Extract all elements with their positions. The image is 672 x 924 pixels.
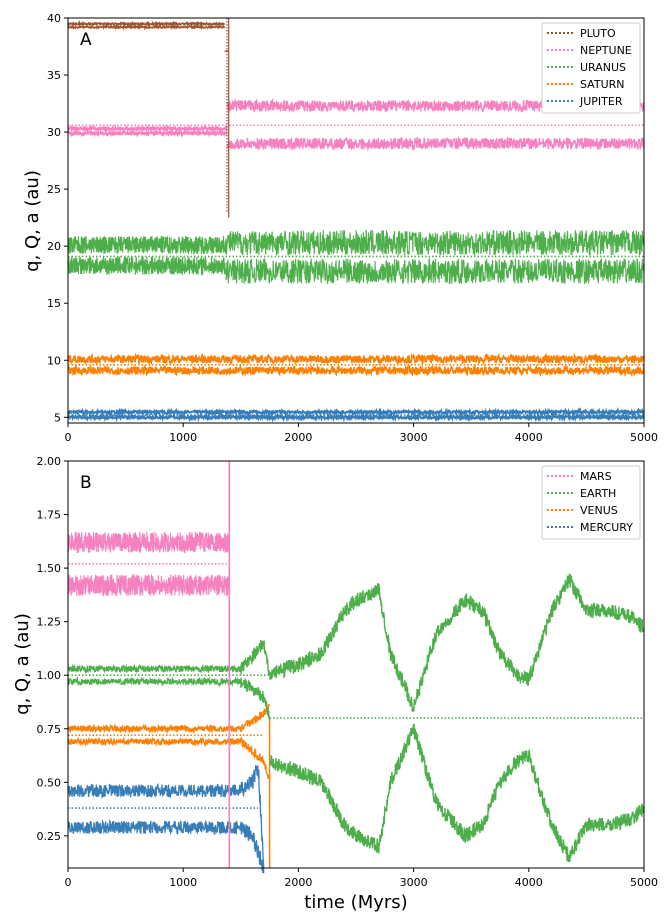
panel-a-ytick-label: 20 [47, 240, 61, 253]
panel-b-xtick-label: 1000 [169, 876, 197, 889]
uranus-late-Q-line [225, 229, 645, 256]
panel-b-xtick-label: 3000 [400, 876, 428, 889]
legend-label-saturn: SATURN [580, 78, 625, 91]
panel-b-legend: MARS EARTH VENUS MERCURY [541, 465, 641, 540]
legend-label-venus: VENUS [580, 504, 618, 517]
legend-label-neptune: NEPTUNE [580, 44, 632, 57]
earth-Q-line [67, 663, 242, 675]
panel-b-ytick-label: 1.50 [37, 562, 62, 575]
panel-b-frame [67, 460, 645, 869]
panel-a-ytick-label: 15 [47, 297, 61, 310]
panel-a-xtick-label: 1000 [169, 431, 197, 444]
legend-label-mercury: MERCURY [580, 521, 633, 534]
mercury-Q-line [67, 782, 242, 800]
saturn-Q-line [67, 352, 645, 366]
panel-b-xtick-label: 5000 [630, 876, 658, 889]
mars-Q-line [67, 531, 230, 554]
panel-b-xtick-label: 4000 [515, 876, 543, 889]
panel-a-ytick-label: 10 [47, 354, 61, 367]
panel-b-xlabel: time (Myrs) [304, 892, 407, 913]
venus-late-q-line [240, 736, 271, 780]
panel-a-legend: PLUTO NEPTUNE URANUS SATURN JUPITER [541, 22, 641, 114]
uranus-Q-line [67, 235, 227, 256]
panel-b-legend-box [541, 465, 641, 540]
panel-a-xtick-label: 3000 [400, 431, 428, 444]
neptune-q-line [67, 128, 228, 139]
panel-a-label: A [80, 30, 92, 50]
panel-a-xtick-label: 0 [65, 431, 72, 444]
panel-a-xtick-label: 2000 [284, 431, 312, 444]
legend-label-earth: EARTH [580, 487, 616, 500]
panel-b-xtick-label: 0 [65, 876, 72, 889]
panel-b: 0 1000 2000 3000 4000 5000 0.25 0.50 0.75 1.00 1.2… [12, 455, 658, 913]
venus-Q-line [67, 723, 242, 735]
earth-transition-q-line [240, 677, 271, 720]
mercury-q-line [67, 818, 242, 836]
panel-b-ylabel: q, Q, a (au) [12, 613, 33, 715]
panel-b-ytick-label: 1.25 [37, 616, 62, 629]
legend-label-pluto: PLUTO [580, 27, 616, 40]
panel-a-ytick-label: 25 [47, 183, 61, 196]
panel-b-ytick-label: 0.75 [37, 723, 62, 736]
panel-a-legend-box [541, 22, 641, 114]
uranus-late-q-line [225, 257, 645, 285]
mercury-late-Q-line [240, 764, 265, 869]
earth-late-q-line [268, 723, 645, 863]
panel-a-ylabel: q, Q, a (au) [22, 170, 43, 272]
legend-label-jupiter: JUPITER [579, 95, 623, 108]
panel-a-ytick-label: 40 [47, 12, 61, 25]
venus-q-line [67, 736, 242, 747]
uranus-q-line [67, 256, 227, 277]
panel-a-frame [67, 17, 645, 424]
saturn-q-line [67, 363, 645, 378]
panel-b-ytick-label: 1.00 [37, 669, 62, 682]
pluto-q-line [67, 23, 226, 31]
pluto-Q-line [67, 19, 225, 28]
venus-late-Q-line [240, 703, 271, 733]
jupiter-Q-line [67, 406, 645, 418]
panel-a-axes: 0 1000 2000 3000 4000 5000 5 10 15 20 25 30 35 40 [47, 12, 658, 444]
earth-q-line [67, 676, 242, 688]
panel-a-xtick-label: 5000 [630, 431, 658, 444]
panel-b-label: B [80, 473, 92, 493]
mercury-late-q-line [240, 821, 265, 874]
panel-a-ytick-label: 5 [54, 411, 61, 424]
panel-b-axes: 0 1000 2000 3000 4000 5000 0.25 0.50 0.75 1.00 1.2… [37, 455, 659, 889]
neptune-Q-line [67, 124, 228, 134]
panel-b-ytick-label: 2.00 [37, 455, 62, 468]
panel-a: 0 1000 2000 3000 4000 5000 5 10 15 20 25 30 35 40 A q… [22, 12, 658, 444]
panel-b-plot-area [67, 461, 645, 874]
panel-b-xtick-label: 2000 [284, 876, 312, 889]
panel-a-ytick-label: 30 [47, 126, 61, 139]
panel-a-xtick-label: 4000 [515, 431, 543, 444]
panel-b-ytick-label: 0.25 [37, 830, 62, 843]
earth-transition-Q-line [240, 640, 271, 676]
panel-a-ytick-label: 35 [47, 69, 61, 82]
panel-b-ytick-label: 0.50 [37, 776, 62, 789]
earth-late-Q-line [269, 573, 645, 713]
legend-label-mars: MARS [580, 470, 612, 483]
mars-q-line [67, 573, 230, 598]
legend-label-uranus: URANUS [580, 61, 626, 74]
jupiter-q-line [67, 412, 645, 423]
neptune-late-q-line [226, 136, 645, 152]
panel-b-ytick-label: 1.75 [37, 509, 62, 522]
